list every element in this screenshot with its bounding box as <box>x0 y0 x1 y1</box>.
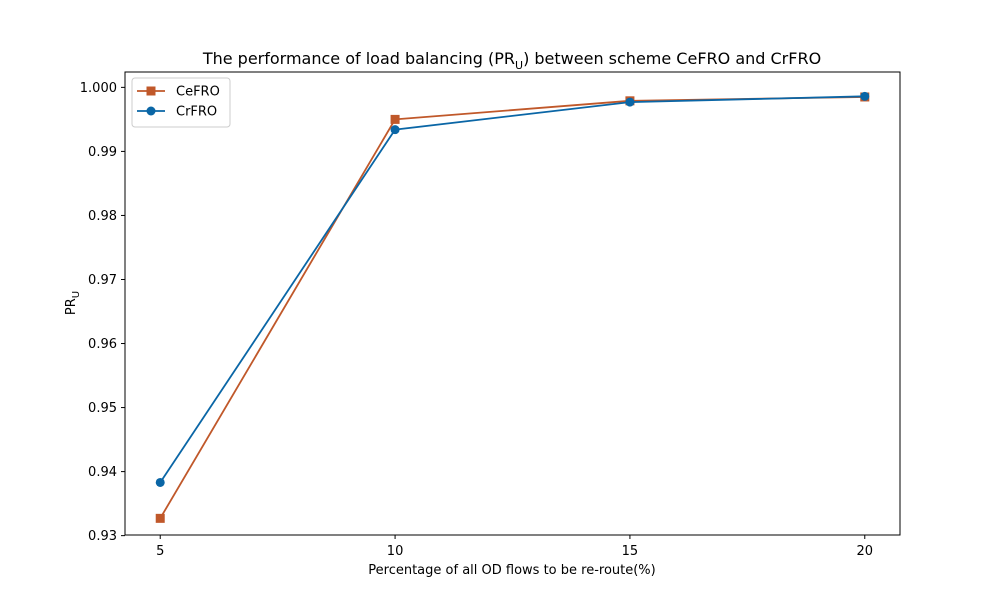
plot-area <box>155 91 870 523</box>
data-point <box>390 114 400 124</box>
legend-marker <box>146 106 156 116</box>
y-axis-label-main: PR <box>64 298 79 315</box>
x-tick-label: 20 <box>856 544 873 559</box>
y-tick-label: 0.95 <box>88 401 117 416</box>
series-line <box>159 96 865 519</box>
y-tick-label: 0.99 <box>88 145 117 160</box>
data-point <box>860 91 870 101</box>
x-tick-label: 5 <box>156 544 164 559</box>
data-point <box>155 513 165 523</box>
y-axis-ticks: 0.93 0.94 0.95 0.96 0.97 0.98 0.99 1.000 <box>80 81 125 544</box>
chart-title-suffix: ) between scheme CeFRO and CrFRO <box>523 49 821 68</box>
y-tick-label: 0.93 <box>88 529 117 544</box>
legend-entries: CeFRO CrFRO <box>137 85 220 120</box>
x-axis-label: Percentage of all OD flows to be re-rout… <box>368 563 655 578</box>
legend-label: CrFRO <box>176 105 217 120</box>
data-point <box>390 125 400 135</box>
y-tick-label: 0.97 <box>88 273 117 288</box>
y-tick-label: 0.98 <box>88 209 117 224</box>
chart-title: The performance of load balancing (PRU) … <box>202 49 821 72</box>
y-axis-label: PRU <box>64 291 82 315</box>
x-axis-ticks: 5 10 15 20 <box>156 535 873 559</box>
y-tick-label: 0.96 <box>88 337 117 352</box>
chart-title-prefix: The performance of load balancing (PR <box>202 49 515 68</box>
x-tick-label: 10 <box>387 544 404 559</box>
x-tick-label: 15 <box>622 544 639 559</box>
series-line <box>159 95 865 483</box>
y-tick-label: 1.000 <box>80 81 117 96</box>
y-axis-label-subscript: U <box>71 291 82 298</box>
y-tick-label: 0.94 <box>88 465 117 480</box>
legend-label: CeFRO <box>176 85 220 100</box>
plot-frame <box>124 71 901 536</box>
legend-marker <box>146 86 156 96</box>
data-point <box>155 477 165 487</box>
legend: CeFRO CrFRO <box>131 77 231 128</box>
chart-title-subscript: U <box>515 59 523 72</box>
data-point <box>625 97 635 107</box>
